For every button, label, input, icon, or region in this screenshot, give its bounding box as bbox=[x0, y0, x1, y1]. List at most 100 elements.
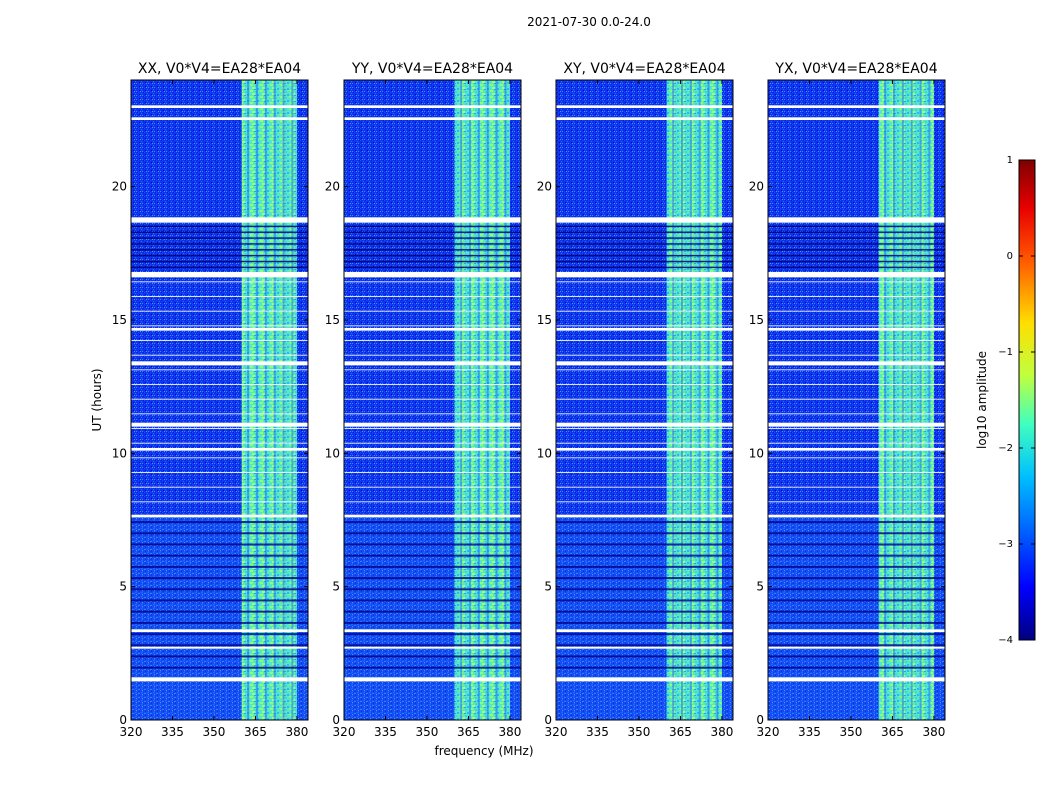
flagged-interval bbox=[556, 117, 733, 120]
y-tick-label: 0 bbox=[332, 713, 340, 727]
time-striation bbox=[344, 521, 521, 524]
x-tick-label: 365 bbox=[669, 725, 692, 739]
flagged-interval bbox=[344, 272, 521, 278]
y-tick-label: 10 bbox=[325, 446, 340, 460]
flagged-interval bbox=[768, 629, 945, 632]
x-tick-label: 335 bbox=[586, 725, 609, 739]
rfi-channel-gap bbox=[910, 80, 913, 720]
time-striation bbox=[556, 237, 733, 239]
flagged-interval bbox=[768, 428, 945, 429]
y-tick-label: 20 bbox=[537, 180, 552, 194]
flagged-interval bbox=[131, 457, 308, 459]
y-tick-label: 5 bbox=[756, 580, 764, 594]
flagged-interval bbox=[768, 340, 945, 341]
time-striation bbox=[768, 633, 945, 636]
axes-frame bbox=[555, 79, 734, 721]
flagged-interval bbox=[131, 646, 308, 649]
flagged-interval bbox=[768, 422, 945, 427]
flagged-interval bbox=[768, 501, 945, 503]
time-striation bbox=[131, 237, 308, 239]
panel-yx: 320 335 350 365 380 0 5 10 15 20 YX, V0*V4=EA28*EA… bbox=[749, 61, 946, 739]
flagged-interval bbox=[768, 361, 945, 366]
flagged-interval bbox=[556, 472, 733, 473]
time-striation bbox=[344, 243, 521, 245]
panel-title: YY, V0*V4=EA28*EA04 bbox=[351, 61, 513, 77]
time-striation bbox=[768, 644, 945, 647]
flagged-interval bbox=[131, 117, 308, 120]
flagged-interval bbox=[344, 361, 521, 366]
flagged-interval bbox=[556, 501, 733, 503]
flagged-interval bbox=[556, 677, 733, 682]
flagged-interval bbox=[344, 281, 521, 283]
flagged-interval bbox=[556, 486, 733, 488]
rfi-channel-gap bbox=[291, 80, 294, 720]
flagged-interval bbox=[344, 646, 521, 649]
flagged-interval bbox=[768, 384, 945, 385]
rfi-channel-gap bbox=[486, 80, 489, 720]
time-striation bbox=[556, 633, 733, 636]
flagged-interval bbox=[556, 272, 733, 278]
flagged-interval bbox=[344, 325, 521, 327]
time-striation bbox=[768, 599, 945, 602]
flagged-interval bbox=[556, 457, 733, 459]
flagged-interval bbox=[344, 328, 521, 331]
flagged-interval bbox=[131, 325, 308, 327]
flagged-interval bbox=[131, 514, 308, 518]
flagged-interval bbox=[768, 310, 945, 312]
time-striation bbox=[344, 633, 521, 636]
rfi-channel-gap bbox=[264, 80, 267, 720]
y-tick-label: 0 bbox=[756, 713, 764, 727]
flagged-interval bbox=[768, 296, 945, 297]
y-tick-label: 0 bbox=[544, 713, 552, 727]
x-tick-label: 320 bbox=[545, 725, 568, 739]
rfi-band bbox=[454, 80, 510, 720]
rfi-channel-gap bbox=[681, 80, 684, 720]
flagged-interval bbox=[344, 428, 521, 429]
x-tick-label: 350 bbox=[840, 725, 863, 739]
x-tick-label: 320 bbox=[757, 725, 780, 739]
flagged-interval bbox=[131, 369, 308, 371]
y-tick-label: 15 bbox=[112, 313, 127, 327]
axes-frame bbox=[767, 79, 946, 721]
rfi-channel-gap bbox=[716, 80, 719, 720]
time-striation bbox=[344, 588, 521, 591]
flagged-interval bbox=[131, 281, 308, 283]
time-striation bbox=[344, 225, 521, 228]
flagged-interval bbox=[556, 422, 733, 427]
panel-yy: 320 335 350 365 380 0 5 10 15 20 YY, V0*V4=EA28*EA… bbox=[325, 61, 522, 739]
flagged-interval bbox=[344, 472, 521, 473]
flagged-interval bbox=[131, 272, 308, 278]
colorbar-tick-label: −3 bbox=[998, 539, 1013, 550]
time-striation bbox=[768, 666, 945, 669]
time-striation bbox=[768, 521, 945, 524]
flagged-interval bbox=[344, 457, 521, 459]
flagged-interval bbox=[131, 384, 308, 385]
flagged-interval bbox=[131, 328, 308, 331]
time-striation bbox=[768, 237, 945, 239]
time-striation bbox=[768, 266, 945, 269]
y-tick-label: 0 bbox=[119, 713, 127, 727]
flagged-interval bbox=[768, 486, 945, 488]
flagged-interval bbox=[344, 105, 521, 108]
time-striation bbox=[556, 588, 733, 591]
x-tick-label: 335 bbox=[161, 725, 184, 739]
flagged-interval bbox=[768, 325, 945, 327]
panel-title: YX, V0*V4=EA28*EA04 bbox=[774, 61, 937, 77]
flagged-interval bbox=[556, 328, 733, 331]
axes-frame bbox=[130, 79, 309, 721]
y-tick-label: 10 bbox=[537, 446, 552, 460]
rfi-channel-gap bbox=[469, 80, 472, 720]
y-tick-label: 10 bbox=[749, 446, 764, 460]
flagged-interval bbox=[131, 354, 308, 356]
x-tick-label: 365 bbox=[881, 725, 904, 739]
panel-title: XY, V0*V4=EA28*EA04 bbox=[563, 61, 725, 77]
x-tick-label: 320 bbox=[120, 725, 143, 739]
flagged-interval bbox=[768, 217, 945, 223]
flagged-interval bbox=[556, 428, 733, 429]
rfi-channel-gap bbox=[460, 80, 463, 720]
flagged-interval bbox=[344, 413, 521, 415]
flagged-interval bbox=[344, 486, 521, 488]
time-striation bbox=[131, 666, 308, 669]
flagged-interval bbox=[131, 677, 308, 682]
